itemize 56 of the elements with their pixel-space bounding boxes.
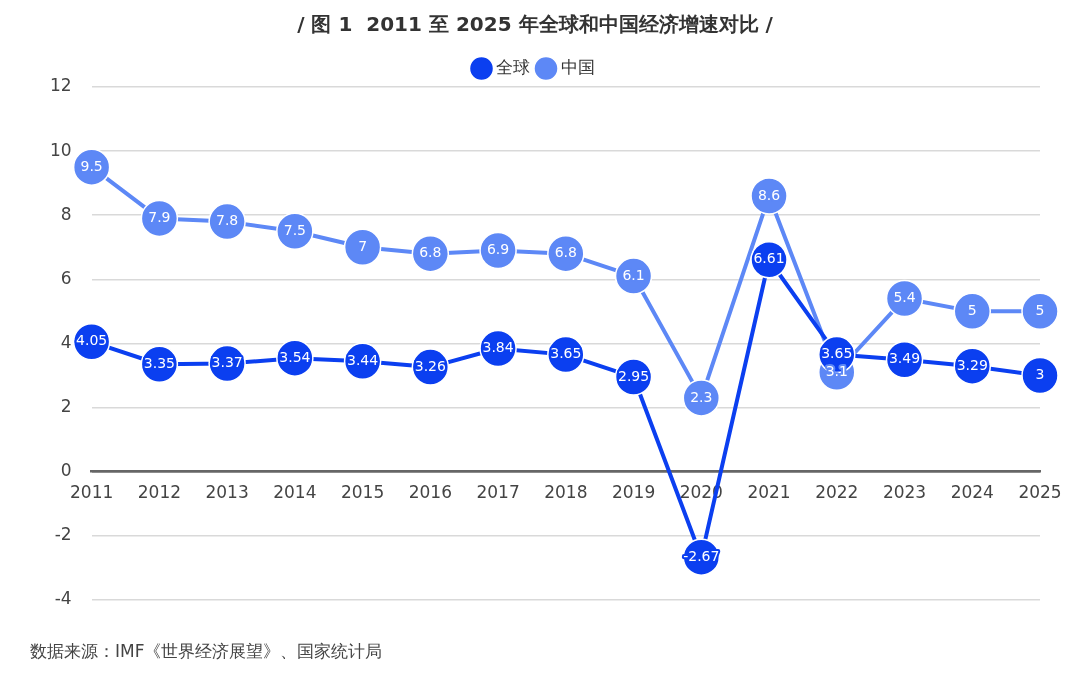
data-label: 3.54 [279,348,311,365]
y-tick-label: 0 [60,460,72,481]
legend-label: 中国 [560,56,595,77]
data-label: 6.9 [486,241,510,258]
y-tick-label: 4 [60,331,72,352]
data-label: 3.37 [211,354,243,371]
x-tick-label: 2022 [815,482,859,503]
x-tick-label: 2015 [340,482,385,503]
data-label: 5.4 [893,289,916,306]
data-label: 3.35 [143,354,175,371]
data-label: 9.5 [80,157,103,174]
data-label: 7.8 [215,212,239,229]
x-tick-label: 2017 [476,482,520,503]
x-tick-label: 2019 [611,482,656,503]
y-tick-label: -4 [54,588,72,609]
chart-title: / 图 1 2011 至 2025 年全球和中国经济增速对比 / [297,12,774,37]
x-tick-label: 2021 [747,482,791,503]
data-label: 7 [358,237,368,254]
data-label: 6.8 [554,244,577,261]
data-label: 3.29 [956,356,988,373]
data-label: 3.65 [821,345,853,362]
data-label: 3.49 [888,350,921,367]
data-label: 6.61 [753,250,785,267]
y-tick-label: 8 [60,203,72,224]
x-tick-label: 2011 [70,482,114,503]
x-tick-label: 2023 [882,482,927,503]
data-label: 5 [967,301,977,318]
data-label: 3.65 [550,345,582,362]
x-tick-label: 2013 [205,482,249,503]
data-label: 3 [1035,366,1045,383]
data-label: 5 [1035,301,1045,318]
y-tick-label: 12 [49,75,72,96]
x-tick-label: 2012 [137,482,182,503]
y-tick-label: 2 [60,395,72,416]
legend-label: 全球 [496,56,530,77]
x-tick-label: 2025 [1018,482,1062,503]
data-label: 7.9 [148,209,171,226]
data-label: 4.05 [76,332,108,349]
data-label: 8.6 [757,186,781,203]
data-label: 3.26 [414,357,447,374]
x-tick-label: 2024 [950,482,994,503]
data-label: -2.67 [683,547,720,564]
x-tick-label: 2016 [408,482,452,503]
data-label: 6.1 [622,266,645,283]
data-label: 3.84 [482,339,514,356]
data-label: 3.44 [347,351,379,368]
y-tick-label: -2 [54,524,72,545]
data-label: 2.95 [617,367,650,384]
y-tick-label: 6 [60,267,72,288]
source-note: 数据来源：IMF《世界经济展望》、国家统计局 [30,640,383,663]
data-label: 6.8 [419,244,442,261]
data-label: 2.3 [690,388,713,405]
data-label: 7.5 [283,221,306,238]
x-tick-label: 2018 [544,482,588,503]
y-tick-label: 10 [49,139,72,160]
x-tick-label: 2014 [273,482,317,503]
